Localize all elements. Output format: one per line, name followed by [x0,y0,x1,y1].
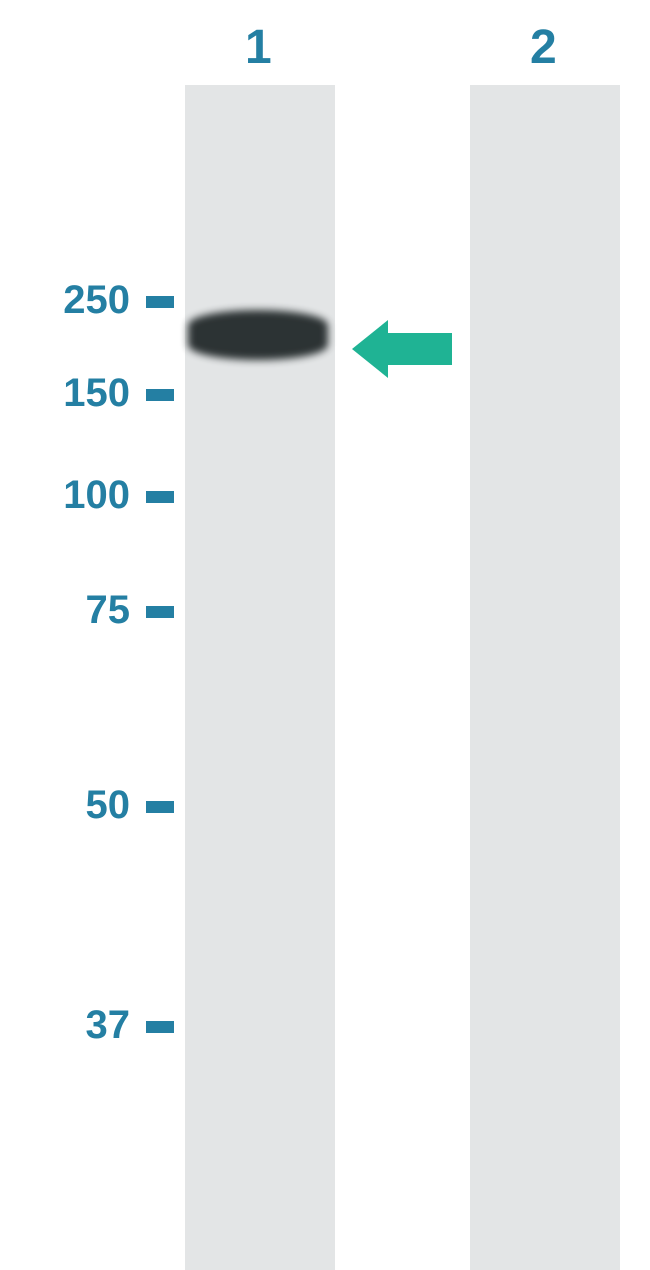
marker-label-150: 150 [0,373,130,413]
marker-label-250: 250 [0,280,130,320]
marker-label-75: 75 [0,590,130,630]
marker-label-37: 37 [0,1005,130,1045]
marker-label-50: 50 [0,785,130,825]
lane-1 [185,85,335,1270]
marker-dash-37 [146,1021,174,1033]
marker-dash-100 [146,491,174,503]
lane-2-background [470,85,620,1270]
lane-header-1: 1 [245,20,272,75]
lane-header-2: 2 [530,20,557,75]
westernblot-figure: 1 2 250 150 100 75 50 37 [0,0,650,1270]
lane-1-background [185,85,335,1270]
arrow-left-icon [352,320,452,378]
marker-dash-250 [146,296,174,308]
marker-dash-75 [146,606,174,618]
marker-dash-150 [146,389,174,401]
lane-1-band-1 [188,310,328,360]
marker-dash-50 [146,801,174,813]
lane-2 [470,85,620,1270]
band-indicator-arrow [352,320,452,383]
marker-label-100: 100 [0,475,130,515]
